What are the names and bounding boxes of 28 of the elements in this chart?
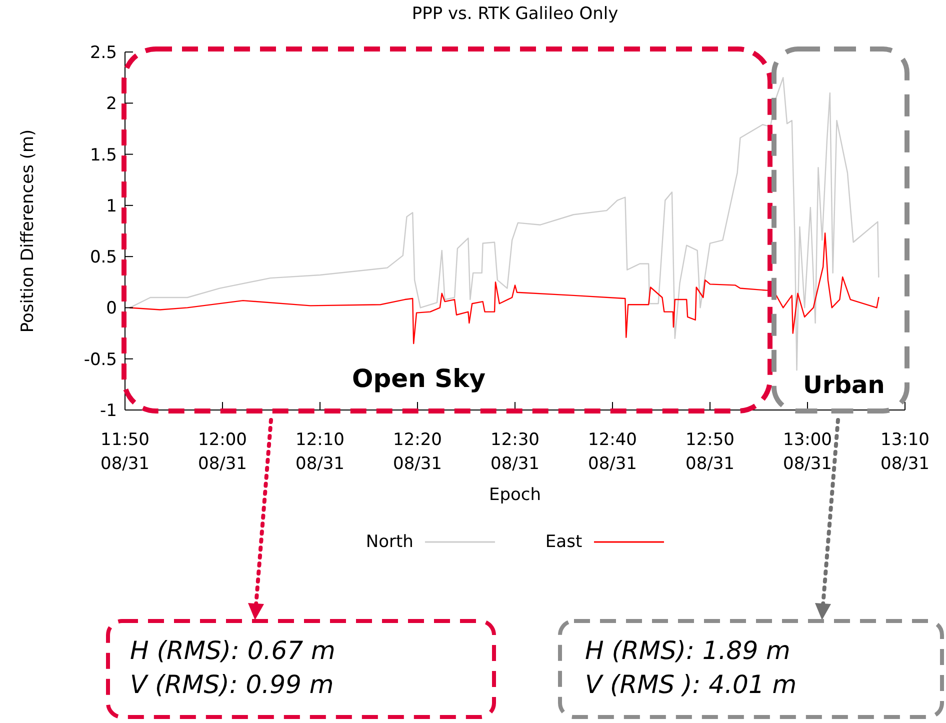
x-tick-label: 12:00 08/31 (198, 430, 247, 474)
x-tick-label: 11:50 08/31 (100, 430, 150, 474)
y-tick-label: 1 (106, 196, 117, 216)
text: H (RMS): 1.89 m (585, 635, 792, 667)
legend-label: East (545, 532, 582, 552)
x-tick-label: 12:10 08/31 (296, 430, 344, 474)
y-tick-label: 2 (106, 94, 117, 114)
legend-label: North (366, 532, 414, 552)
y-axis-title: Position Differences (m) (18, 129, 38, 333)
text: H (RMS): 0.67 m (130, 635, 336, 667)
y-tick-label: -1 (100, 401, 117, 422)
x-tick-label: 13:00 08/31 (783, 430, 832, 474)
x-tick-label: 12:30 08/31 (490, 430, 540, 474)
x-axis-title: Epoch (488, 485, 542, 505)
annotation: Open Sky (352, 364, 486, 393)
x-tick-label: 12:40 08/31 (588, 430, 637, 474)
y-tick-label: 2.5 (90, 43, 117, 64)
y-tick-label: 0.5 (90, 248, 117, 268)
x-tick-label: 13:10 08/31 (880, 430, 930, 474)
annotation: Urban (803, 371, 885, 399)
x-tick-label: 12:20 08/31 (393, 430, 442, 474)
y-tick-label: 0 (106, 298, 117, 319)
x-tick-label: 12:50 08/31 (686, 430, 734, 474)
y-tick-label: -0.5 (84, 350, 117, 370)
text: V (RMS): 0.99 m (130, 669, 335, 701)
text: V (RMS ): 4.01 m (585, 669, 797, 701)
chart-title: PPP vs. RTK Galileo Only (410, 4, 620, 24)
y-tick-label: 1.5 (90, 145, 117, 166)
